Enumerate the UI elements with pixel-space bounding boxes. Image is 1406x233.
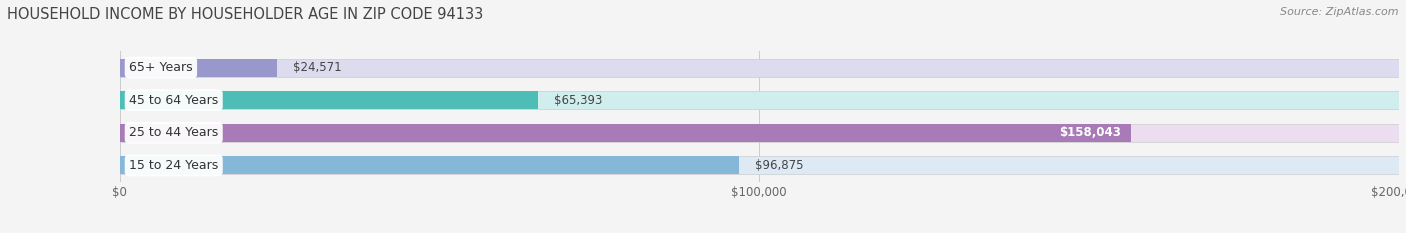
Bar [120,59,1399,76]
Text: 65+ Years: 65+ Years [129,61,193,74]
Bar [120,124,1130,142]
Text: $158,043: $158,043 [1059,126,1121,139]
Text: 25 to 44 Years: 25 to 44 Years [129,126,218,139]
Bar [120,91,1399,109]
Text: HOUSEHOLD INCOME BY HOUSEHOLDER AGE IN ZIP CODE 94133: HOUSEHOLD INCOME BY HOUSEHOLDER AGE IN Z… [7,7,484,22]
Text: $96,875: $96,875 [755,159,804,172]
Bar [120,124,1399,142]
Text: 15 to 24 Years: 15 to 24 Years [129,159,218,172]
Text: 45 to 64 Years: 45 to 64 Years [129,94,218,107]
Text: $65,393: $65,393 [554,94,602,107]
Bar [120,59,277,76]
Bar [120,157,740,174]
Bar [120,91,538,109]
Bar [120,157,1399,174]
Text: Source: ZipAtlas.com: Source: ZipAtlas.com [1281,7,1399,17]
Text: $24,571: $24,571 [292,61,342,74]
